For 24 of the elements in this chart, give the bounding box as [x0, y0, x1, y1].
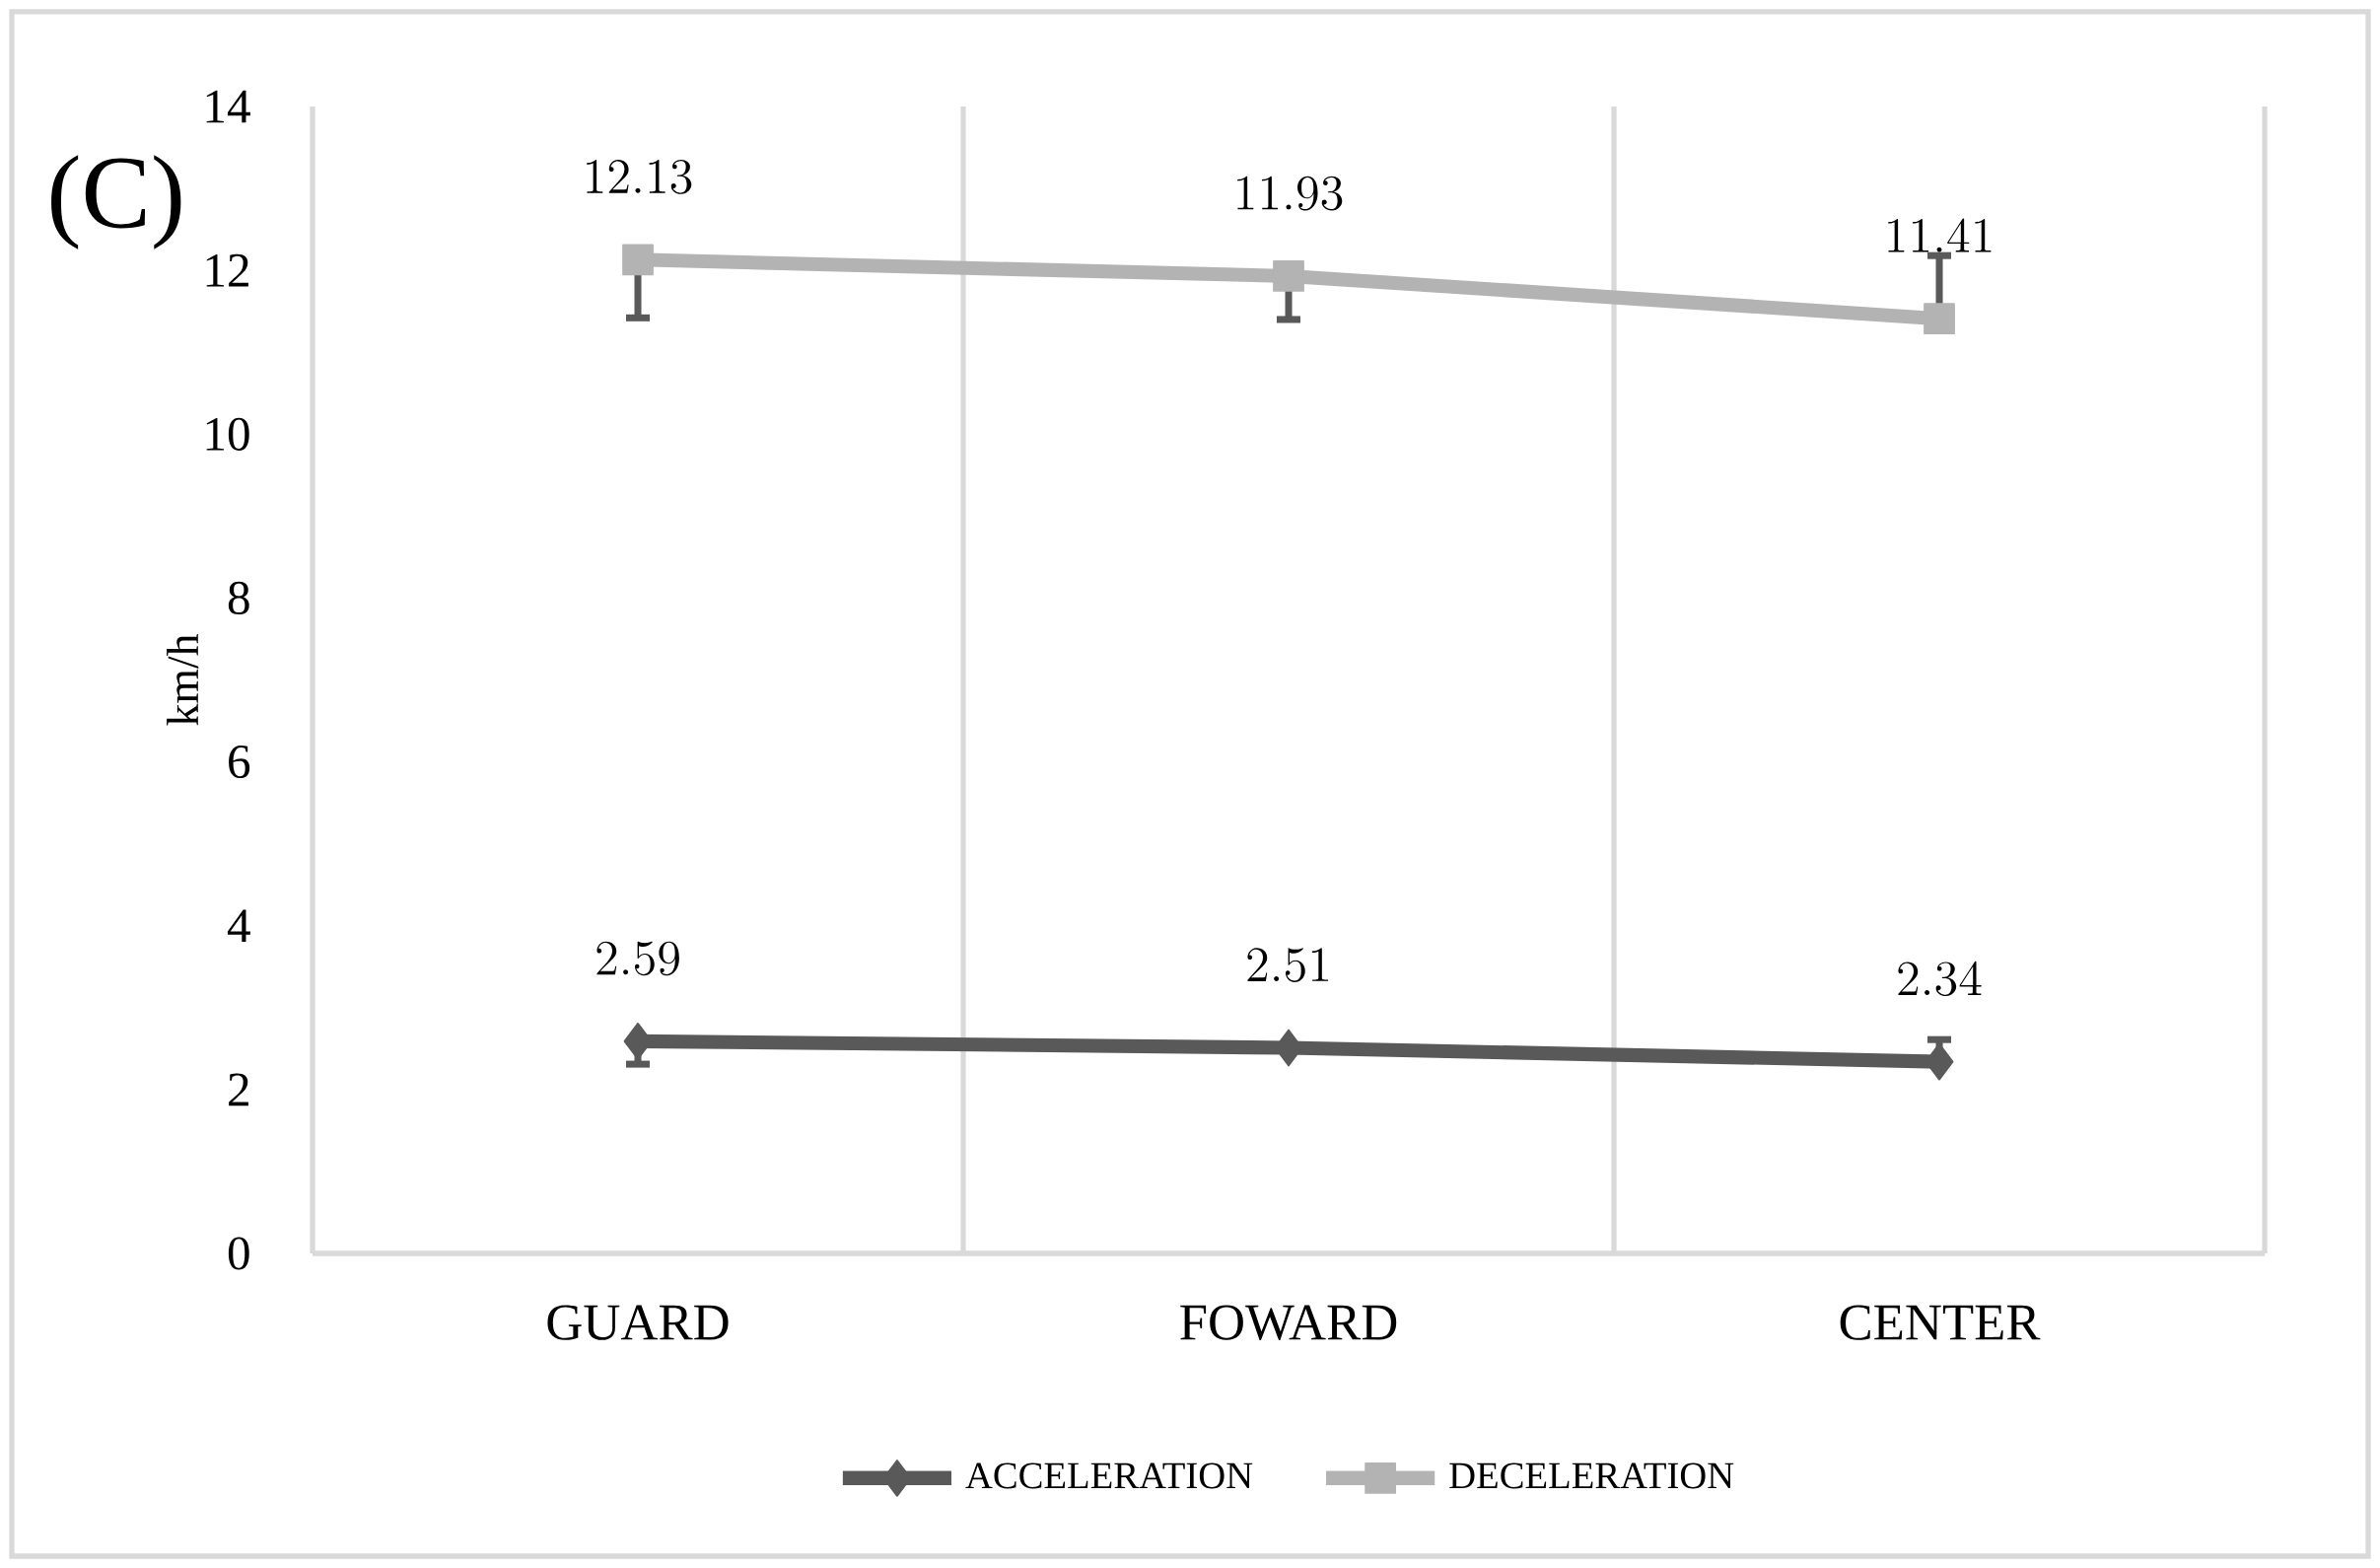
point — [1924, 303, 1955, 335]
data-label: 12. 13 — [587, 160, 692, 194]
point — [622, 244, 654, 276]
data-label: 11 .41 — [1888, 218, 1992, 252]
x-tick-label: GUARD — [547, 1305, 729, 1340]
y-tick-label: 2 — [229, 1073, 248, 1106]
y-axis-title: km/h — [167, 634, 199, 726]
x-tick-label: FOWARD — [1180, 1305, 1397, 1341]
data-label: 2.51 — [1247, 948, 1328, 982]
y-tick-label: 4 — [227, 909, 250, 942]
y-tick-label: 0 — [228, 1237, 249, 1270]
data-label: 2.34 — [1898, 961, 1982, 997]
text: (C) — [51, 155, 181, 249]
x-tick-label: CENTER — [1840, 1305, 2041, 1340]
point — [1273, 260, 1304, 292]
y-tick-label: 8 — [228, 581, 249, 615]
legend-label: ACCELERATION — [965, 1462, 1253, 1489]
y-tick-label: 6 — [229, 746, 250, 779]
data-label: 2.59 — [596, 941, 679, 976]
y-tick-label: 14 — [206, 90, 250, 123]
data-label: 11 .93 — [1237, 176, 1343, 211]
y-tick-label: 10 — [206, 417, 249, 451]
legend-label: DECELERATION — [1449, 1462, 1734, 1489]
y-tick-label: 12 — [206, 253, 248, 287]
